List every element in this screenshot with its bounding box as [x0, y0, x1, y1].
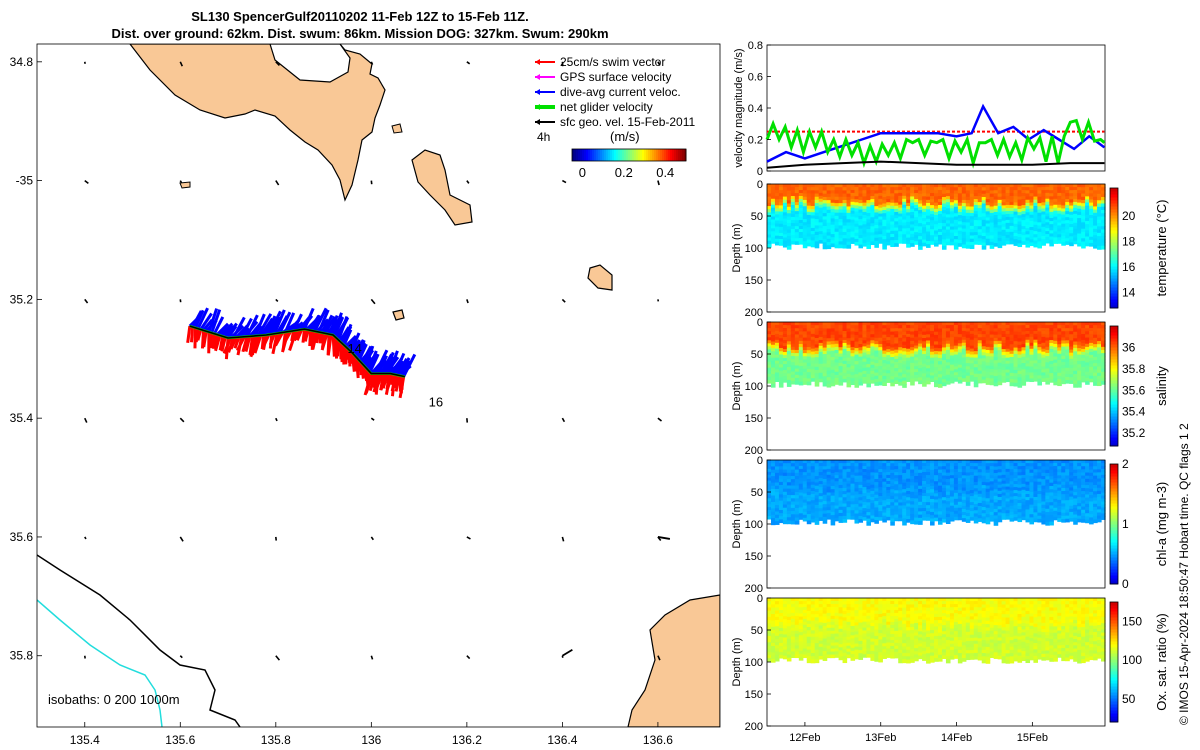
legend-arrowhead	[535, 74, 540, 80]
map-y-tick-label: 35.6	[10, 530, 34, 544]
sfc-geo-arrow	[466, 655, 471, 660]
sfc-geo-arrow	[370, 61, 374, 65]
legend-label: sfc geo. vel. 15-Feb-2011	[560, 115, 696, 129]
legend-time-step: 4h	[537, 130, 550, 144]
legend-label: 25cm/s swim vector	[560, 55, 665, 69]
map-y-tick-label: 34.8	[10, 55, 34, 69]
legend-label: dive-avg current veloc.	[560, 85, 681, 99]
sfc-geo-arrow	[275, 180, 280, 186]
sfc-geo-arrow	[561, 648, 573, 657]
map-y-tick-label: 35.8	[10, 649, 34, 663]
legend-item: net glider velocity	[535, 100, 653, 114]
map-y-tick-label: 35.4	[10, 411, 34, 425]
sfc-geo-arrow	[466, 61, 471, 65]
legend-item: dive-avg current veloc.	[535, 85, 681, 99]
sfc-geo-arrow	[370, 536, 374, 541]
sfc-geo-arrow	[466, 536, 471, 540]
sfc-geo-arrow	[179, 655, 183, 659]
map-y-tick-label: 35.2	[10, 292, 34, 306]
map-x-tick-label: 136.6	[643, 733, 673, 747]
legend-arrowhead	[535, 59, 540, 65]
map-x-tick-label: 135.6	[165, 733, 195, 747]
map-y-tick-label: -35	[16, 174, 34, 188]
day-label: 14	[347, 341, 361, 356]
colorbar-label: (m/s)	[610, 129, 640, 144]
legend-arrowhead	[535, 104, 540, 110]
day-label: 16	[429, 394, 443, 409]
legend-arrowhead	[535, 119, 540, 125]
map-x-tick-label: 136.4	[547, 733, 577, 747]
sfc-geo-arrow	[466, 180, 470, 184]
colorbar-tick-label: 0.2	[615, 165, 633, 180]
sfc-geo-arrow	[370, 298, 376, 305]
sfc-geo-arrow	[561, 298, 566, 303]
sfc-geo-arrow	[84, 298, 89, 304]
map-x-tick-label: 136	[361, 733, 381, 747]
sfc-geo-arrow	[84, 417, 88, 423]
colorbar-tick-label: 0	[579, 165, 586, 180]
sfc-geo-arrow	[275, 417, 278, 422]
legend-item: sfc geo. vel. 15-Feb-2011	[535, 115, 696, 129]
legend-label: net glider velocity	[560, 100, 653, 114]
legend-label: GPS surface velocity	[560, 70, 671, 84]
sfc-geo-arrow	[179, 536, 184, 542]
colorbar-tick-label: 0.4	[656, 165, 674, 180]
isobaths-label: isobaths: 0 200 1000m	[48, 692, 180, 707]
map-x-tick-label: 135.8	[261, 733, 291, 747]
legend-item: GPS surface velocity	[535, 70, 671, 84]
sfc-geo-arrow	[561, 179, 567, 184]
legend-item: 25cm/s swim vector	[535, 55, 665, 69]
swim-vector	[186, 325, 192, 344]
glider-vectors	[186, 307, 417, 399]
sfc-geo-arrow	[179, 417, 185, 423]
legend-arrowhead	[535, 89, 540, 95]
sfc-geo-arrow	[561, 536, 565, 542]
swim-vector	[315, 331, 321, 344]
sfc-geo-arrow	[370, 655, 374, 660]
sfc-geo-arrow	[275, 298, 279, 302]
sfc-geo-arrow	[466, 299, 469, 304]
sfc-geo-arrow	[84, 179, 89, 185]
sfc-geo-arrow	[657, 417, 663, 422]
map-x-tick-label: 135.4	[70, 733, 100, 747]
swim-vector	[190, 326, 195, 343]
map-x-tick-label: 136.2	[452, 733, 482, 747]
sfc-geo-arrow	[84, 536, 87, 540]
sfc-geo-arrow	[370, 417, 375, 421]
sfc-geo-arrow	[179, 180, 183, 184]
sfc-geo-arrow	[275, 655, 281, 661]
sfc-geo-arrow	[657, 180, 660, 186]
swim-vector	[209, 332, 214, 349]
sfc-geo-arrow	[561, 417, 566, 423]
